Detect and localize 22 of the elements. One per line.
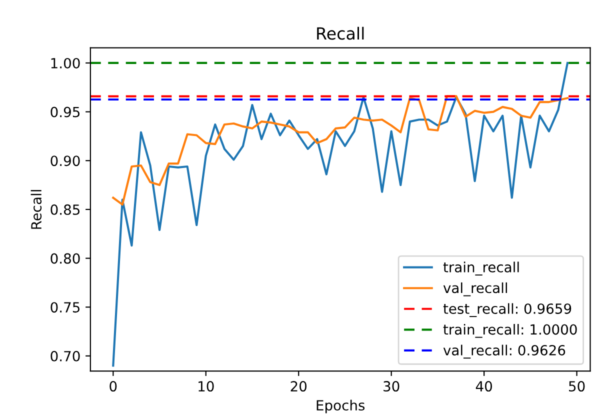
x-tick-label: 20 — [290, 381, 307, 392]
x-tick-label: 0 — [110, 381, 117, 392]
line-series — [112, 95, 569, 206]
legend-label: train_recall: 1.0000 — [443, 324, 577, 338]
x-tick-label: 30 — [384, 381, 400, 392]
chart-title: Recall — [317, 26, 364, 40]
y-tick-label: 0.80 — [50, 253, 80, 264]
y-tick-label: 0.75 — [50, 302, 80, 313]
y-axis-title: Recall — [30, 190, 42, 229]
x-axis-title: Epochs — [316, 400, 365, 414]
legend-label: test_recall: 0.9659 — [443, 303, 572, 318]
y-tick-label: 1.00 — [51, 58, 80, 68]
x-tick-label: 10 — [198, 381, 214, 392]
legend-label: train_recall — [443, 262, 519, 276]
y-tick-label: 0.70 — [50, 350, 80, 362]
y-tick-label: 0.95 — [50, 106, 80, 118]
x-tick-label: 50 — [569, 381, 585, 392]
legend-label: val_recall: 0.9626 — [443, 344, 566, 359]
x-tick-label: 40 — [476, 381, 492, 392]
y-tick-label: 0.90 — [50, 156, 80, 166]
y-tick-label: 0.85 — [50, 204, 80, 215]
legend-label: val_recall — [443, 282, 508, 296]
